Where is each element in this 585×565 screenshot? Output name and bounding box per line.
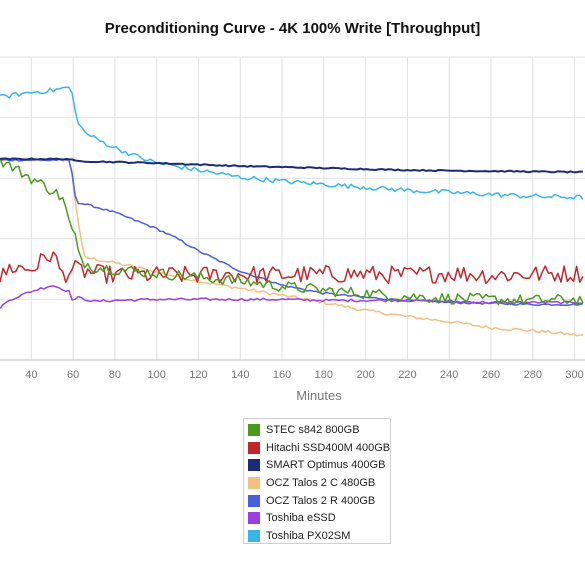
x-tick-label: 300 bbox=[565, 369, 583, 381]
legend-label: STEC s842 800GB bbox=[266, 423, 360, 436]
legend-label: SMART Optimus 400GB bbox=[266, 459, 386, 472]
legend-swatch bbox=[248, 459, 260, 472]
x-tick-label: 280 bbox=[524, 369, 542, 381]
x-tick-label: 200 bbox=[356, 369, 374, 381]
legend-label: Toshiba eSSD bbox=[266, 512, 336, 525]
series-line-toshiba-essd bbox=[0, 285, 583, 310]
legend-label: OCZ Talos 2 C 480GB bbox=[266, 476, 376, 489]
x-tick-label: 80 bbox=[109, 369, 121, 381]
chart-legend: STEC s842 800GB Hitachi SSD400M 400GB SMAR… bbox=[243, 418, 391, 544]
legend-item[interactable]: STEC s842 800GB bbox=[248, 421, 390, 439]
x-tick-label: 100 bbox=[148, 369, 166, 381]
legend-item[interactable]: Hitachi SSD400M 400GB bbox=[248, 439, 390, 457]
legend-swatch bbox=[248, 512, 260, 525]
legend-item[interactable]: SMART Optimus 400GB bbox=[248, 456, 390, 474]
x-tick-label: 120 bbox=[189, 369, 207, 381]
legend-label: Toshiba PX02SM bbox=[266, 529, 351, 542]
x-tick-label: 240 bbox=[440, 369, 458, 381]
chart-title: Preconditioning Curve - 4K 100% Write [T… bbox=[104, 20, 481, 37]
x-tick-label: 40 bbox=[25, 369, 37, 381]
x-tick-label: 60 bbox=[67, 369, 79, 381]
series-line-hitachi-ssd400m-400gb bbox=[0, 251, 584, 285]
x-tick-label: 160 bbox=[273, 369, 291, 381]
x-tick-label: 260 bbox=[482, 369, 500, 381]
legend-swatch bbox=[248, 529, 260, 542]
x-tick-label: 180 bbox=[315, 369, 333, 381]
legend-swatch bbox=[248, 441, 260, 454]
x-tick-label: 140 bbox=[231, 369, 249, 381]
legend-label: OCZ Talos 2 R 400GB bbox=[266, 494, 376, 507]
legend-item[interactable]: OCZ Talos 2 R 400GB bbox=[248, 492, 390, 510]
legend-item[interactable]: Toshiba PX02SM bbox=[248, 527, 390, 545]
x-axis-title: Minutes bbox=[296, 388, 342, 403]
legend-label: Hitachi SSD400M 400GB bbox=[266, 441, 391, 454]
series-line-toshiba-px02sm bbox=[0, 86, 584, 200]
legend-swatch bbox=[248, 494, 260, 507]
legend-swatch bbox=[248, 476, 260, 489]
legend-item[interactable]: OCZ Talos 2 C 480GB bbox=[248, 474, 390, 492]
series-line-stec-s842-800gb bbox=[0, 157, 584, 306]
x-tick-label: 220 bbox=[398, 369, 416, 381]
legend-item[interactable]: Toshiba eSSD bbox=[248, 509, 390, 527]
series-line-smart-optimus-400gb bbox=[0, 157, 583, 174]
legend-swatch bbox=[248, 423, 260, 436]
series-line-ocz-talos-2-c-480gb bbox=[0, 157, 583, 337]
